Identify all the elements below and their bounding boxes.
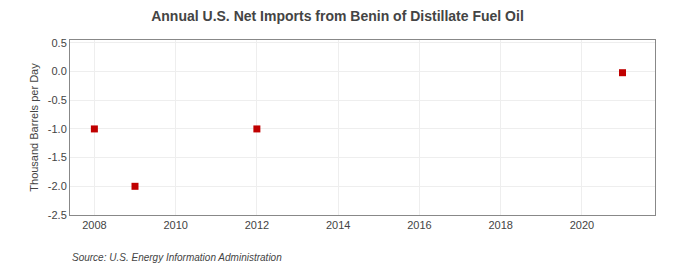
- svg-text:0.0: 0.0: [52, 65, 67, 77]
- svg-text:Source: U.S. Energy Informatio: Source: U.S. Energy Information Administ…: [72, 252, 282, 263]
- svg-text:-2.5: -2.5: [48, 209, 67, 221]
- svg-text:-1.0: -1.0: [48, 123, 67, 135]
- svg-text:-2.0: -2.0: [48, 180, 67, 192]
- svg-text:2020: 2020: [570, 219, 594, 231]
- svg-text:2008: 2008: [82, 219, 106, 231]
- svg-text:2014: 2014: [326, 219, 350, 231]
- svg-text:-1.5: -1.5: [48, 151, 67, 163]
- svg-text:2016: 2016: [407, 219, 431, 231]
- svg-text:2010: 2010: [163, 219, 187, 231]
- svg-text:Annual U.S. Net Imports from B: Annual U.S. Net Imports from Benin of Di…: [151, 8, 524, 24]
- svg-text:0.5: 0.5: [52, 37, 67, 49]
- svg-text:2018: 2018: [488, 219, 512, 231]
- svg-text:-0.5: -0.5: [48, 94, 67, 106]
- svg-text:2012: 2012: [245, 219, 269, 231]
- svg-text:Thousand Barrels per Day: Thousand Barrels per Day: [28, 63, 40, 192]
